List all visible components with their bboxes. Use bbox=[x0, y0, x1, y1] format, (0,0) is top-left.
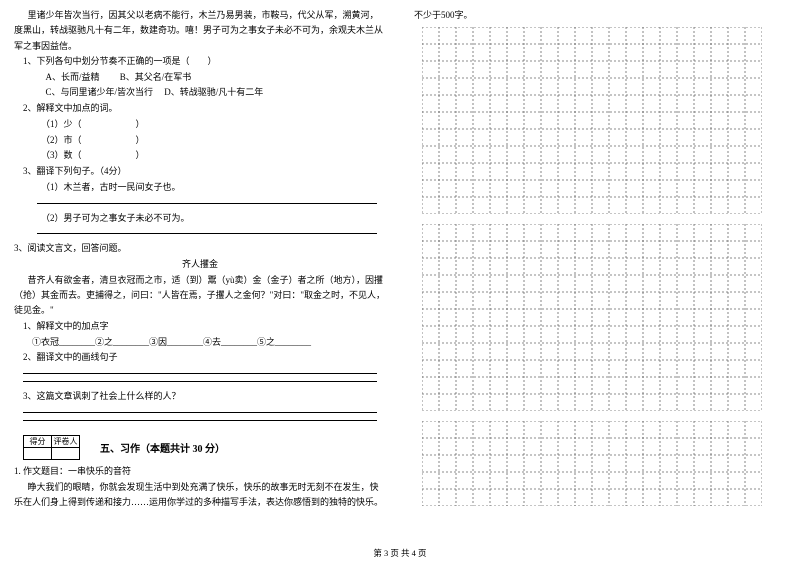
essay-body: 睁大我们的眼睛，你就会发现生活中到处充满了快乐，快乐的故事无时无刻不在发生，快乐… bbox=[14, 480, 386, 511]
right-column: 不少于500字。 bbox=[400, 0, 800, 540]
essay-requirement: 不少于500字。 bbox=[414, 8, 786, 23]
question-3-2: （2）男子可为之事女子未必不可为。 bbox=[41, 211, 386, 227]
essay-title: 1. 作文题目：一串快乐的音符 bbox=[14, 464, 386, 480]
grid-svg-3 bbox=[422, 421, 762, 506]
left-column: 里诸少年皆次当行，因其父以老病不能行，木兰乃易男装，市鞍马，代父从军，溯黄河，度… bbox=[0, 0, 400, 540]
grader-cell bbox=[52, 447, 80, 459]
answer-line bbox=[37, 203, 378, 204]
story-title: 齐人攫金 bbox=[14, 257, 386, 273]
question-2-3: （3）数（ ） bbox=[41, 148, 386, 164]
grid-svg-1 bbox=[422, 27, 762, 214]
score-header-grader: 评卷人 bbox=[52, 435, 80, 447]
question-2-1: （1）少（ ） bbox=[41, 117, 386, 133]
section-5-header: 得分 评卷人 五、习作（本题共计 30 分） bbox=[14, 435, 386, 460]
option-d: D、转战驱驰/凡十有二年 bbox=[164, 87, 263, 97]
question-5: 1、解释文中的加点字 bbox=[23, 319, 386, 335]
section-5-title: 五、习作（本题共计 30 分） bbox=[100, 440, 225, 455]
answer-line bbox=[23, 412, 377, 413]
score-header-score: 得分 bbox=[24, 435, 52, 447]
question-3-1: （1）木兰者，古时一民间女子也。 bbox=[41, 180, 386, 196]
question-2: 2、解释文中加点的词。 bbox=[23, 101, 386, 117]
grid-svg-2 bbox=[422, 224, 762, 411]
option-b: B、其父名/在军书 bbox=[120, 72, 192, 82]
passage-text: 里诸少年皆次当行，因其父以老病不能行，木兰乃易男装，市鞍马，代父从军，溯黄河，度… bbox=[14, 8, 386, 54]
question-4-title: 3、阅读文言文，回答问题。 bbox=[14, 241, 386, 257]
question-1: 1、下列各句中划分节奏不正确的一项是（ ） bbox=[23, 54, 386, 70]
option-c: C、与同里诸少年/皆次当行 bbox=[46, 87, 154, 97]
writing-grid-3 bbox=[422, 421, 778, 506]
answer-line bbox=[23, 373, 377, 374]
answer-line bbox=[23, 381, 377, 382]
question-3: 3、翻译下列句子。（4分） bbox=[23, 164, 386, 180]
question-5-blanks: ①衣冠________②之________③因________④去_______… bbox=[32, 335, 386, 351]
option-row-2: C、与同里诸少年/皆次当行 D、转战驱驰/凡十有二年 bbox=[46, 85, 387, 101]
page-footer: 第 3 页 共 4 页 bbox=[0, 547, 800, 559]
story-text: 昔齐人有欲金者，清旦衣冠而之市，适（到）鬻（yù卖）金（金子）者之所（地方），因… bbox=[14, 273, 386, 319]
page-container: 里诸少年皆次当行，因其父以老病不能行，木兰乃易男装，市鞍马，代父从军，溯黄河，度… bbox=[0, 0, 800, 540]
question-7: 3、这篇文章讽刺了社会上什么样的人？ bbox=[23, 389, 386, 405]
question-6: 2、翻译文中的画线句子 bbox=[23, 350, 386, 366]
score-cell bbox=[24, 447, 52, 459]
writing-grid-2 bbox=[422, 224, 778, 411]
option-a: A、长而/益精 bbox=[46, 72, 100, 82]
score-table: 得分 评卷人 bbox=[23, 435, 80, 460]
question-2-2: （2）市（ ） bbox=[41, 133, 386, 149]
answer-line bbox=[23, 420, 377, 421]
answer-line bbox=[37, 233, 378, 234]
writing-grid-1 bbox=[422, 27, 778, 214]
option-row-1: A、长而/益精 B、其父名/在军书 bbox=[46, 70, 387, 86]
